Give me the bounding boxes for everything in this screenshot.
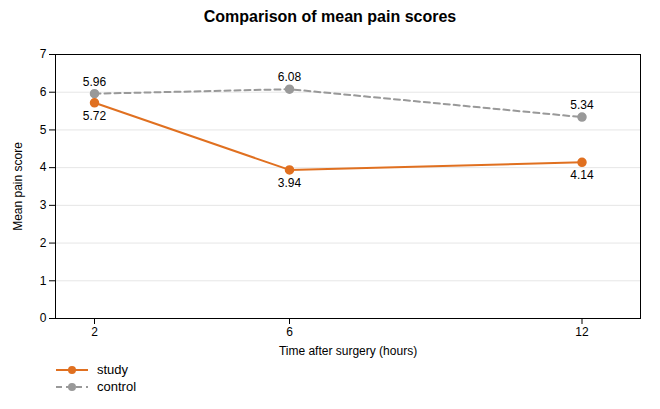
html-text:Comparison of mean pain scores: Comparison of mean pain scores (203, 8, 457, 25)
svg-text:3.94: 3.94 (278, 176, 302, 190)
svg-text:6.08: 6.08 (278, 70, 302, 84)
svg-text:12: 12 (575, 325, 589, 339)
html-text:study: study (97, 362, 129, 377)
svg-text:Time after surgery (hours): Time after surgery (hours) (279, 344, 417, 358)
svg-text:7: 7 (40, 47, 47, 61)
svg-text:6: 6 (40, 85, 47, 99)
svg-text:5.96: 5.96 (83, 75, 107, 89)
svg-text:2: 2 (40, 236, 47, 250)
svg-text:6: 6 (286, 325, 293, 339)
svg-text:4.14: 4.14 (570, 168, 594, 182)
svg-text:5.72: 5.72 (83, 109, 107, 123)
svg-text:5.34: 5.34 (570, 98, 594, 112)
svg-text:3: 3 (40, 198, 47, 212)
svg-text:0: 0 (40, 311, 47, 325)
svg-text:2: 2 (91, 325, 98, 339)
html-text:control: control (97, 379, 136, 394)
svg-text:5: 5 (40, 123, 47, 137)
svg-text:4: 4 (40, 160, 47, 174)
svg-text:Mean pain score: Mean pain score (11, 142, 25, 231)
svg-text:1: 1 (40, 274, 47, 288)
